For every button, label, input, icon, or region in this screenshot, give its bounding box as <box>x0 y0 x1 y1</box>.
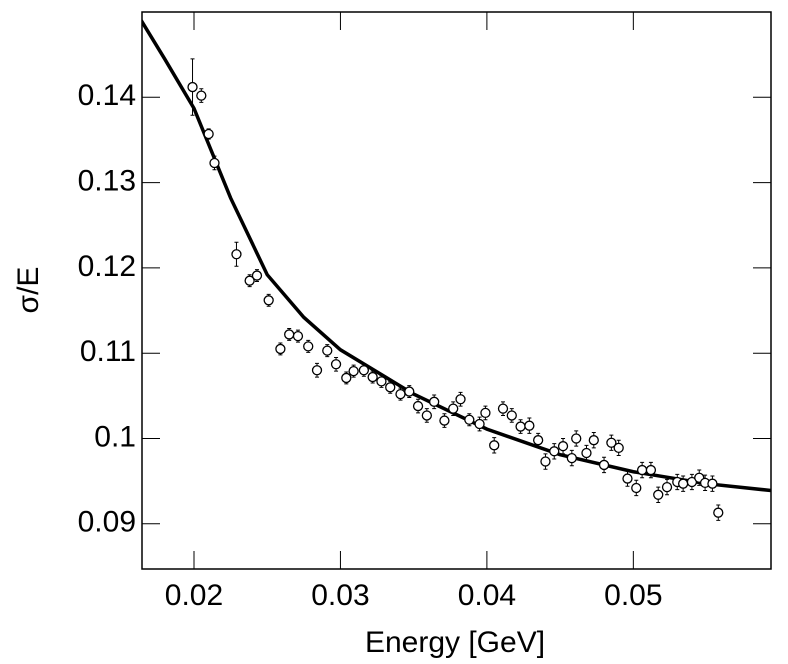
y-tick-label: 0.1 <box>94 420 136 453</box>
data-point <box>532 435 544 446</box>
data-point <box>588 435 599 446</box>
data-point <box>571 433 582 444</box>
data-point <box>448 403 459 414</box>
x-tick-label: 0.05 <box>604 579 662 612</box>
data-point <box>385 382 396 393</box>
x-tick-label: 0.03 <box>311 579 369 612</box>
data-point <box>540 456 551 467</box>
y-tick-label: 0.11 <box>80 335 136 368</box>
data-point <box>395 388 406 400</box>
y-tick-label: 0.14 <box>78 79 136 112</box>
data-point <box>404 386 415 397</box>
data-point <box>707 478 718 489</box>
data-point <box>311 365 323 376</box>
data-point <box>677 478 689 489</box>
data-point <box>557 441 569 452</box>
data-point <box>367 371 378 383</box>
data-point <box>613 442 624 454</box>
data-point <box>348 365 359 377</box>
data-point <box>358 365 370 376</box>
data-point <box>661 481 673 493</box>
y-axis-label: σ/E <box>12 267 45 314</box>
data-point <box>506 410 517 421</box>
data-point <box>645 464 657 476</box>
data-point <box>489 440 500 451</box>
data-point <box>251 270 263 281</box>
data-point <box>464 414 475 425</box>
x-axis-label: Energy [GeV] <box>365 626 545 659</box>
data-point <box>566 452 577 464</box>
data-point <box>515 421 526 432</box>
data-point <box>421 410 432 421</box>
data-point <box>581 447 592 459</box>
data-point <box>631 482 642 494</box>
data-point <box>474 418 485 430</box>
data-point <box>263 295 274 306</box>
data-point <box>244 275 255 286</box>
y-tick-label: 0.12 <box>78 250 136 283</box>
data-point <box>653 489 664 500</box>
data-point <box>622 473 633 484</box>
data-point <box>497 403 509 414</box>
data-point <box>636 464 648 476</box>
data-point <box>275 343 286 355</box>
fit-curve <box>142 19 771 493</box>
data-point <box>330 359 342 370</box>
data-point <box>376 376 387 387</box>
x-tick-label: 0.04 <box>458 579 516 612</box>
data-point <box>480 407 491 419</box>
data-point <box>439 415 450 426</box>
data-point <box>713 507 724 518</box>
data-point <box>606 437 617 448</box>
data-point <box>187 81 198 93</box>
data-point <box>322 345 333 356</box>
y-tick-label: 0.13 <box>78 165 136 198</box>
data-point <box>203 128 214 140</box>
data-point <box>524 420 535 431</box>
data-point <box>292 330 304 342</box>
plot-frame <box>141 11 772 570</box>
data-point <box>231 249 242 260</box>
data-point <box>341 372 352 384</box>
data-point <box>412 400 424 412</box>
data-point <box>209 157 220 169</box>
data-point <box>303 341 314 352</box>
data-point <box>455 394 466 405</box>
y-tick-label: 0.09 <box>78 506 136 539</box>
data-point <box>429 396 440 407</box>
data-point <box>196 90 207 101</box>
data-point <box>598 459 610 471</box>
data-point <box>549 446 560 457</box>
data-point <box>284 329 295 340</box>
x-tick-label: 0.02 <box>165 579 223 612</box>
